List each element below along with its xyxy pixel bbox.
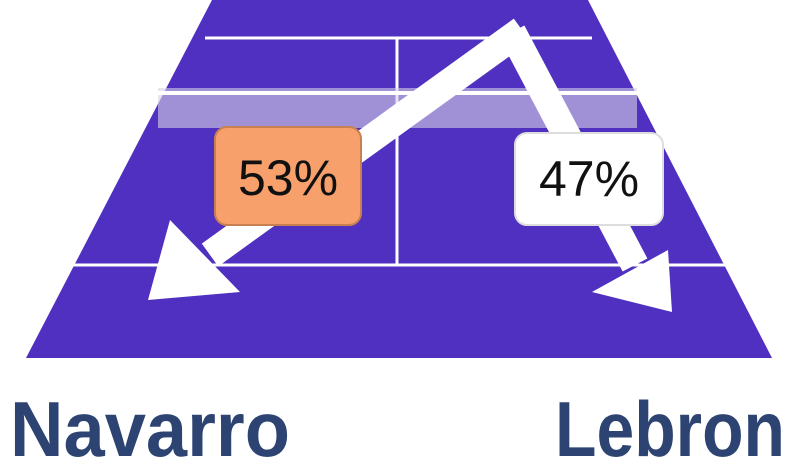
player-name: Navarro: [10, 385, 290, 465]
share-label: 47%: [539, 151, 639, 207]
player-name: Lebron: [555, 385, 785, 465]
share-label: 53%: [238, 150, 338, 206]
court-graphic: 53% 47% Navarro Lebron: [0, 0, 794, 465]
